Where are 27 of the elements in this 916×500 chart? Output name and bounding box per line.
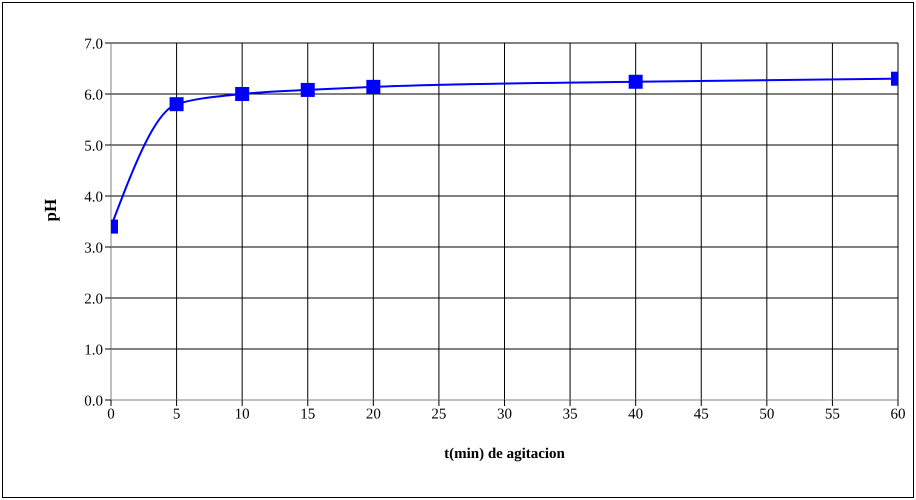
x-tick-label: 60 [890, 406, 906, 423]
x-tick-label: 50 [759, 406, 774, 423]
point [366, 80, 380, 94]
x-tick-label: 55 [824, 406, 840, 423]
x-tick-label: 5 [172, 406, 180, 423]
y-tick-label: 1.0 [84, 342, 103, 358]
x-tick-label: 0 [107, 406, 115, 423]
x-axis-title: t(min) de agitacion [444, 446, 566, 462]
x-tick-label: 10 [234, 406, 250, 423]
y-tick-label: 5.0 [84, 138, 103, 154]
y-tick-label: 3.0 [84, 240, 103, 256]
x-tick-label: 35 [562, 406, 578, 423]
y-tick-label: 7.0 [84, 36, 103, 52]
y-tick-label: 4.0 [84, 189, 103, 206]
y-tick-label: 2.0 [84, 291, 103, 308]
x-tick-label: 30 [497, 406, 512, 423]
point [235, 87, 250, 101]
x-tick-label: 20 [366, 406, 381, 423]
point [300, 82, 315, 97]
x-tick-label: 15 [300, 406, 316, 423]
y-tick-label: 6.0 [84, 87, 103, 104]
y-axis-title: pH [41, 198, 60, 222]
point [170, 97, 184, 112]
x-tick-label: 45 [694, 406, 709, 423]
y-tick-label: 0.0 [84, 393, 103, 410]
x-tick-label: 25 [431, 406, 446, 423]
x-tick-label: 40 [628, 406, 644, 423]
